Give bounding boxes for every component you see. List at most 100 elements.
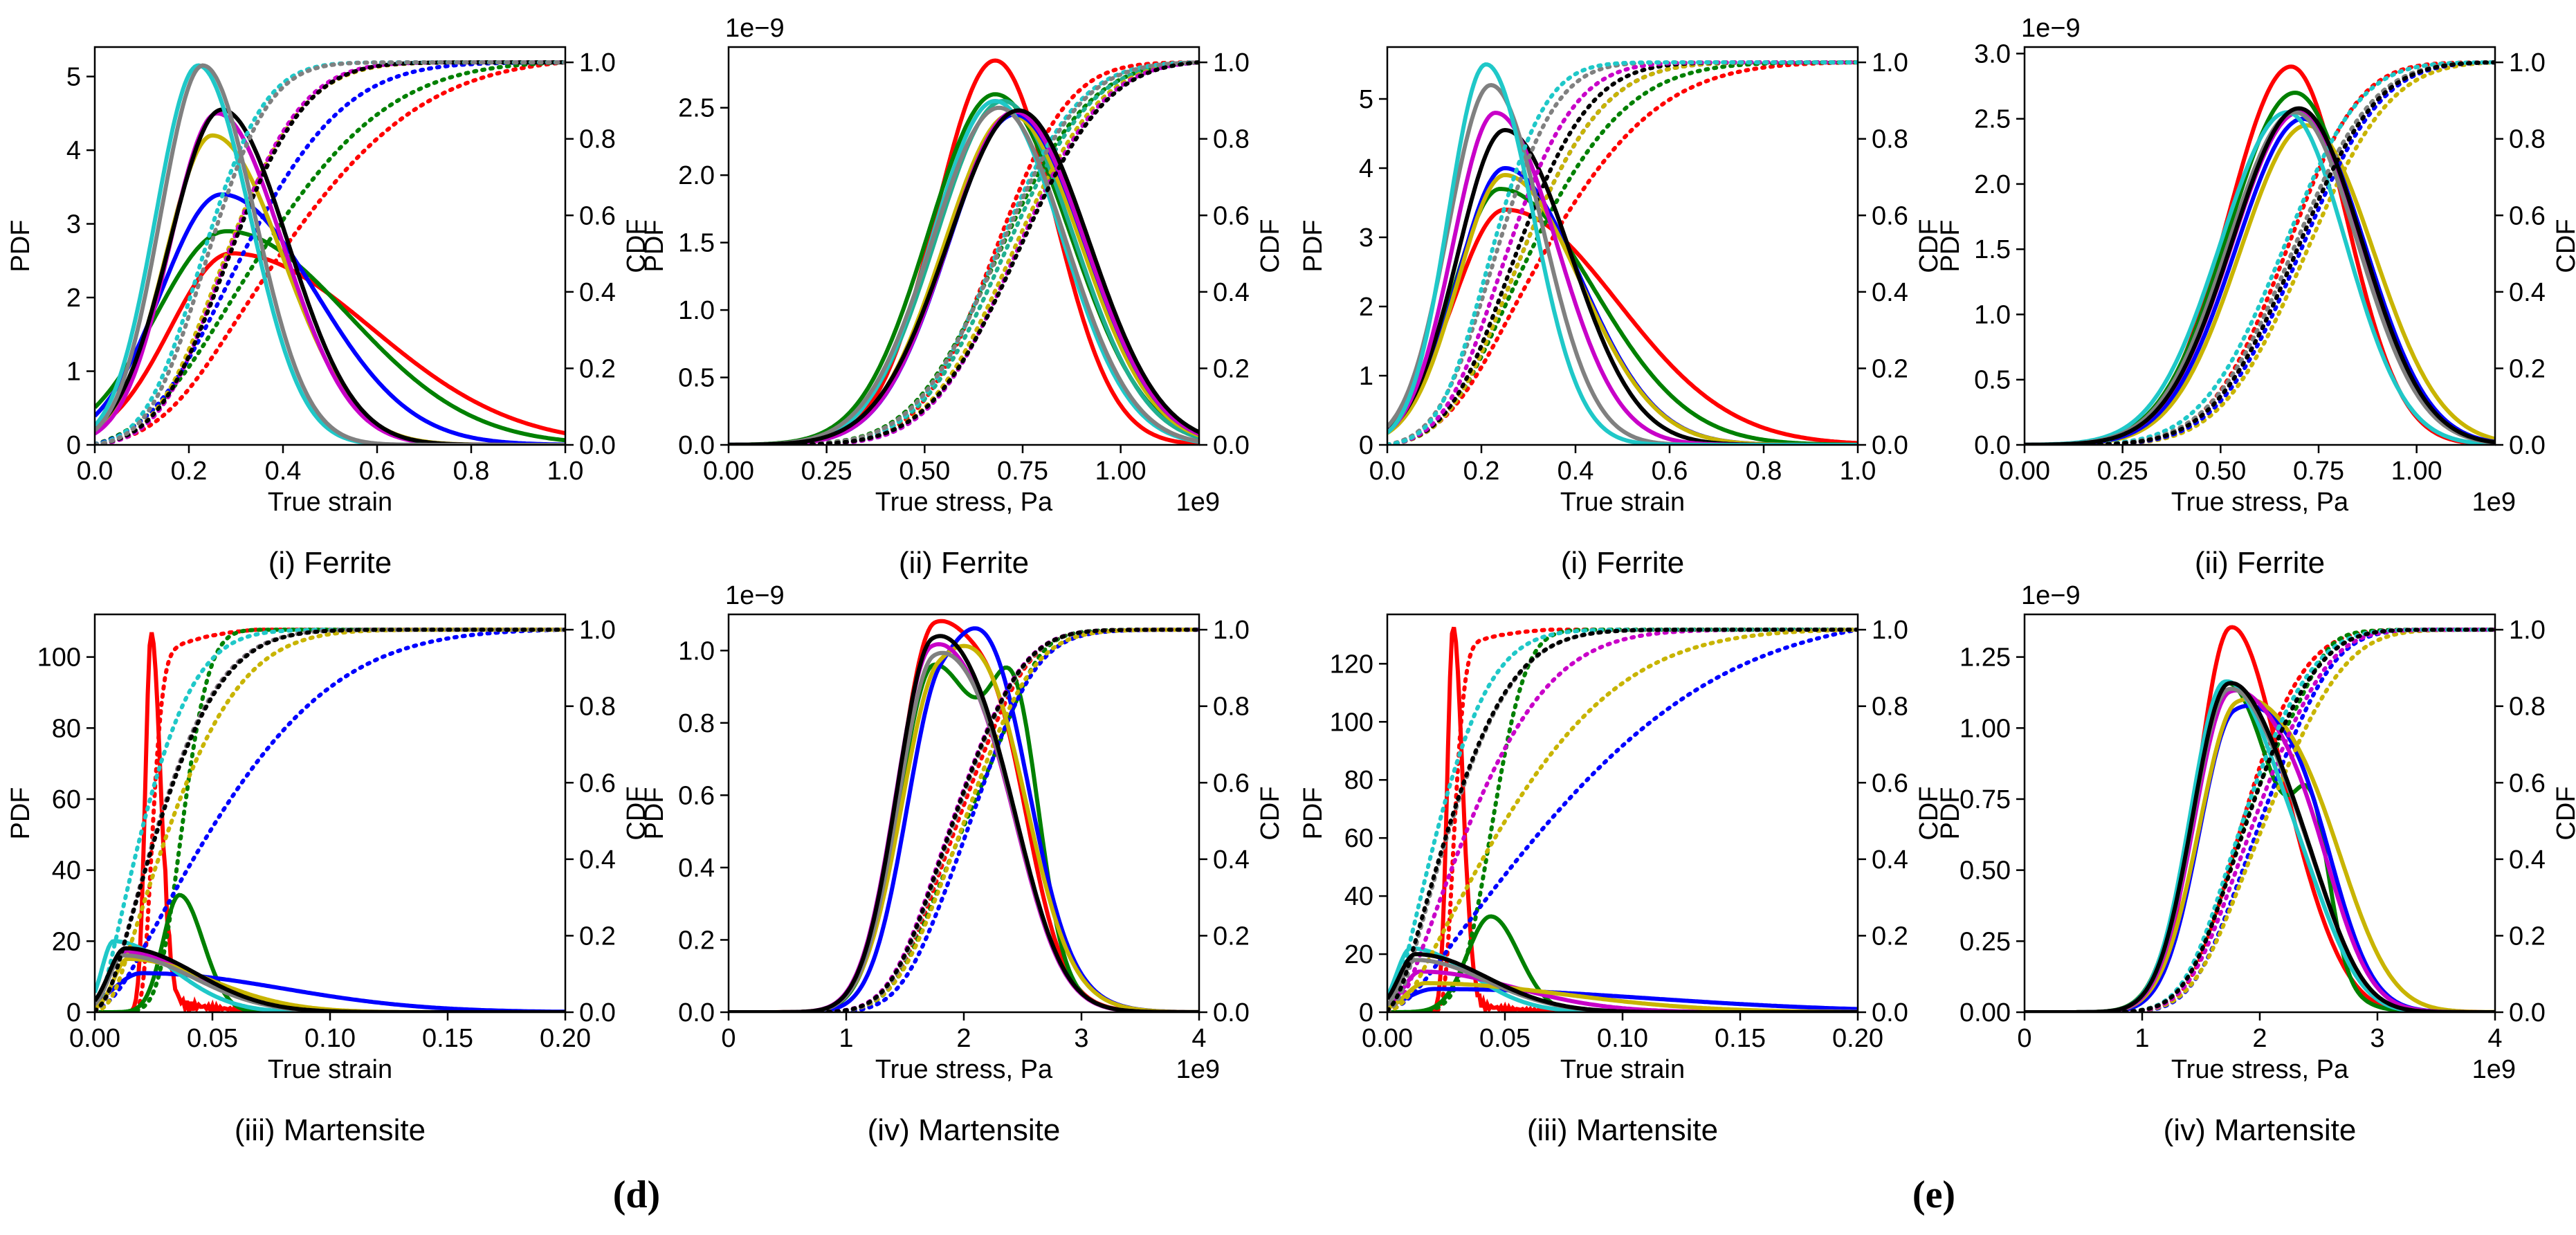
x-tick-label: 0.6 xyxy=(1652,457,1688,486)
y2-tick-label: 0.4 xyxy=(1872,278,1908,307)
cdf-line-black xyxy=(1387,60,1858,445)
y2-tick-label: 0.2 xyxy=(579,922,616,951)
y2-tick-label: 0.2 xyxy=(579,354,616,383)
y-tick-label: 0 xyxy=(66,431,81,460)
y-tick-label: 5 xyxy=(1359,85,1373,114)
y2-tick-label: 1.0 xyxy=(1872,48,1908,77)
pdf-line-magenta xyxy=(95,949,565,1012)
series-group xyxy=(95,60,565,445)
x-tick-label: 0.50 xyxy=(899,457,950,486)
y2-tick-label: 0.6 xyxy=(1213,769,1250,798)
x-tick-label: 0.25 xyxy=(801,457,852,486)
x-tick-label: 2 xyxy=(956,1024,971,1053)
plot-frame xyxy=(2023,46,2496,446)
x-tick-label: 4 xyxy=(1191,1024,1206,1053)
pdf-line-magenta xyxy=(1387,969,1858,1012)
series-group xyxy=(95,628,565,1012)
y2-tick-label: 0.0 xyxy=(1213,998,1250,1027)
y2-tick-label: 0.0 xyxy=(1213,431,1250,460)
y-tick-label: 1 xyxy=(66,358,81,387)
cdf-line-gray xyxy=(729,60,1199,445)
y2-tick-label: 0.4 xyxy=(579,278,616,307)
y2-axis-label: CDF xyxy=(622,786,651,840)
y-tick-label: 120 xyxy=(1330,650,1373,679)
x-tick-label: 0.8 xyxy=(453,457,490,486)
y2-axis-label: CDF xyxy=(1256,786,1285,840)
chart-e1: 0.0 0.2 0.4 0.6 0.8 1.0 0 1 2 3 4 5 0.0 0.2 0.4 0.6 0.8 1… xyxy=(1299,46,1944,580)
x-tick-label: 1.0 xyxy=(1840,457,1876,486)
cdf-line-red xyxy=(95,628,565,1012)
y-tick-label: 2.0 xyxy=(678,161,715,190)
x-tick-label: 0.00 xyxy=(1999,457,2050,486)
x-offset-label: 1e9 xyxy=(1176,1055,1220,1084)
x-tick-label: 1 xyxy=(839,1024,853,1053)
y2-axis-label: CDF xyxy=(2552,219,2576,273)
y-tick-label: 1.0 xyxy=(678,637,715,666)
x-tick-label: 1.00 xyxy=(2391,457,2442,486)
y2-tick-label: 0.8 xyxy=(579,693,616,722)
pdf-line-red xyxy=(1387,207,1858,445)
y2-tick-label: 0.8 xyxy=(1872,693,1908,722)
cdf-line-red xyxy=(2025,60,2495,445)
series-group xyxy=(729,619,1199,1012)
x-axis-label: True stress, Pa xyxy=(875,1055,1053,1084)
y-offset-label: 1e−9 xyxy=(725,581,785,610)
cdf-line-green xyxy=(2025,60,2495,445)
y-tick-label: 0.8 xyxy=(678,709,715,738)
y-tick-label: 100 xyxy=(37,643,81,673)
y2-axis-label: CDF xyxy=(1915,786,1944,840)
x-tick-label: 2 xyxy=(2252,1024,2267,1053)
y2-tick-label: 0.6 xyxy=(1872,201,1908,230)
series-group xyxy=(1387,626,1858,1012)
y2-tick-label: 0.0 xyxy=(2509,431,2546,460)
y-tick-label: 3 xyxy=(1359,223,1373,253)
x-tick-label: 0.0 xyxy=(77,457,113,486)
pdf-line-red xyxy=(729,619,1199,1012)
pdf-line-magenta xyxy=(729,642,1199,1012)
cdf-line-red xyxy=(95,60,565,445)
cdf-line-blue xyxy=(2025,60,2495,445)
y2-tick-label: 0.2 xyxy=(1213,922,1250,951)
x-offset-label: 1e9 xyxy=(2472,1055,2516,1084)
y2-tick-label: 0.2 xyxy=(1872,922,1908,951)
x-offset-label: 1e9 xyxy=(2472,488,2516,517)
y2-tick-label: 0.8 xyxy=(2509,693,2546,722)
cdf-line-teal xyxy=(729,60,1199,445)
y2-tick-label: 1.0 xyxy=(1872,616,1908,645)
cdf-line-cyan xyxy=(729,60,1199,445)
x-axis-label: True stress, Pa xyxy=(2171,488,2349,517)
x-tick-label: 0.4 xyxy=(265,457,302,486)
pdf-line-gray xyxy=(95,63,565,445)
y-tick-label: 0 xyxy=(1359,998,1373,1027)
subplot-title: (iii) Martensite xyxy=(1527,1113,1718,1147)
y-tick-label: 4 xyxy=(66,136,81,165)
x-tick-label: 0 xyxy=(721,1024,736,1053)
cdf-line-black xyxy=(1387,628,1858,1012)
y2-tick-label: 0.8 xyxy=(1872,125,1908,154)
y-tick-label: 1.00 xyxy=(1960,714,2011,743)
y-tick-label: 0.0 xyxy=(678,998,715,1027)
y2-tick-label: 0.4 xyxy=(2509,845,2546,875)
y2-axis-label: CDF xyxy=(622,219,651,273)
cdf-line-green xyxy=(729,60,1199,445)
cdf-line-olive xyxy=(2025,60,2495,445)
y2-tick-label: 1.0 xyxy=(1213,616,1250,645)
x-tick-label: 0.20 xyxy=(1832,1024,1883,1053)
y-axis-label: PDF xyxy=(640,220,669,273)
y2-tick-label: 0.0 xyxy=(579,998,616,1027)
subplot-title: (ii) Ferrite xyxy=(899,546,1029,580)
y-tick-label: 2.0 xyxy=(1974,170,2011,199)
y-tick-label: 0.25 xyxy=(1960,927,2011,956)
cdf-line-black xyxy=(2025,60,2495,445)
chart-d3: 0.00 0.05 0.10 0.15 0.20 0 20 40 60 80 100 0.0 0.2 0.… xyxy=(6,613,651,1147)
y-offset-label: 1e−9 xyxy=(2021,581,2081,610)
y2-tick-label: 0.4 xyxy=(2509,278,2546,307)
y-tick-label: 40 xyxy=(1344,882,1373,911)
cdf-line-olive xyxy=(729,60,1199,445)
y2-tick-label: 0.8 xyxy=(579,125,616,154)
y2-tick-label: 0.4 xyxy=(579,845,616,875)
pdf-line-red xyxy=(2025,64,2495,445)
pdf-line-black xyxy=(2025,106,2495,445)
x-tick-label: 0.05 xyxy=(187,1024,238,1053)
y2-tick-label: 1.0 xyxy=(579,48,616,77)
